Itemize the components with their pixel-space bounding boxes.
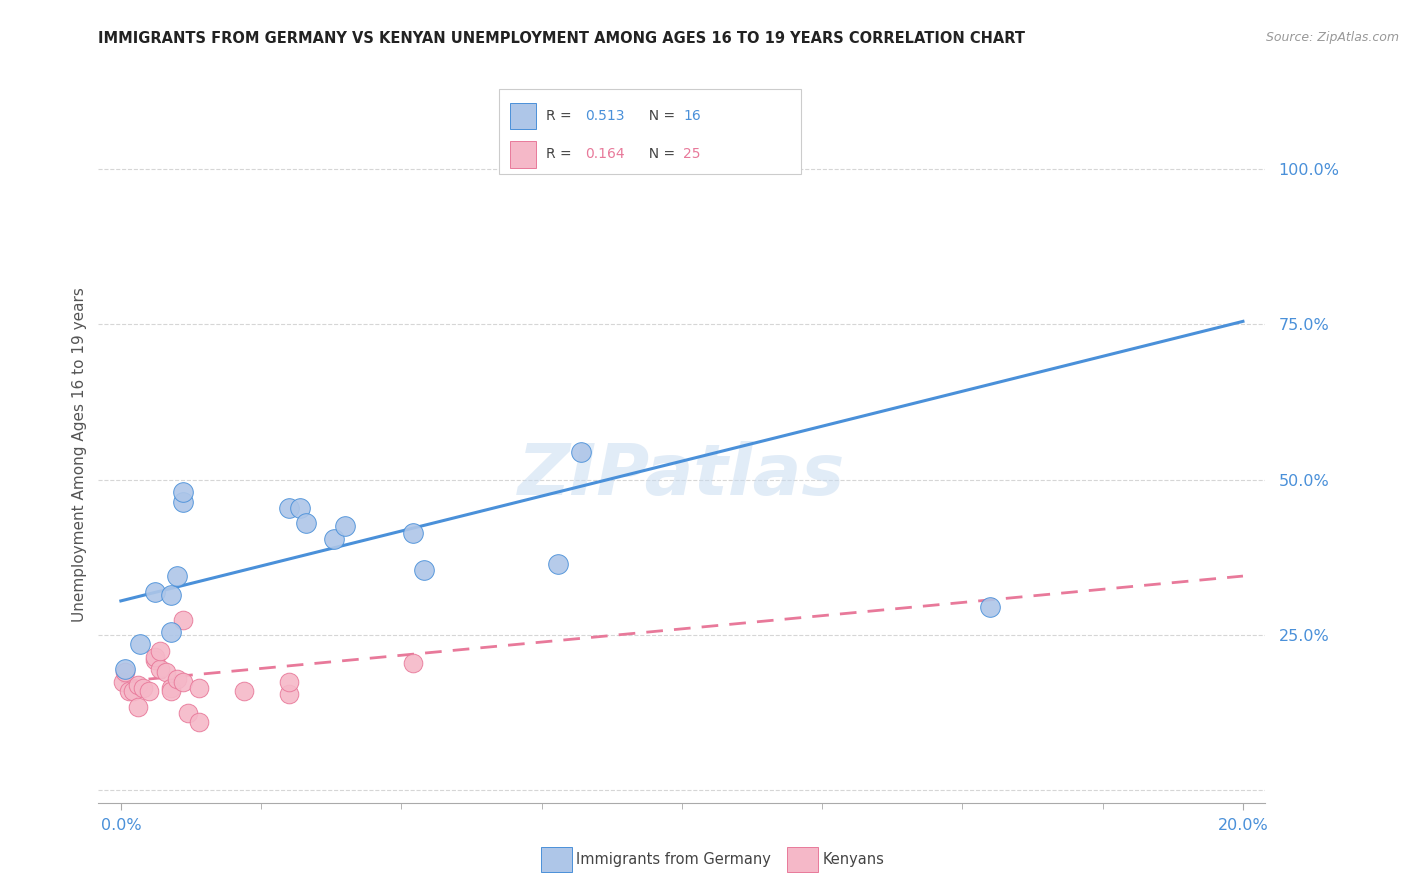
Point [547, 557, 569, 571]
Point [122, 684, 145, 698]
Text: 16: 16 [683, 109, 702, 123]
Point [138, 684, 160, 698]
Point [149, 643, 172, 657]
Text: 0.164: 0.164 [585, 147, 624, 161]
Point [160, 681, 183, 695]
Point [979, 600, 1001, 615]
Point [166, 672, 188, 686]
Point [160, 588, 183, 602]
Point [111, 674, 134, 689]
Point [335, 519, 357, 533]
Point [160, 684, 183, 698]
Point [278, 674, 301, 689]
Point [295, 516, 318, 531]
Point [143, 584, 166, 599]
Text: R =: R = [546, 109, 575, 123]
Point [127, 678, 149, 692]
Point [290, 500, 312, 515]
Point [143, 649, 166, 664]
Text: 0.513: 0.513 [585, 109, 624, 123]
Point [569, 445, 592, 459]
Text: Immigrants from Germany: Immigrants from Germany [576, 853, 772, 867]
Text: 25: 25 [683, 147, 700, 161]
Point [172, 494, 194, 508]
Point [114, 662, 136, 676]
Text: IMMIGRANTS FROM GERMANY VS KENYAN UNEMPLOYMENT AMONG AGES 16 TO 19 YEARS CORRELA: IMMIGRANTS FROM GERMANY VS KENYAN UNEMPL… [98, 31, 1025, 46]
Point [160, 624, 183, 639]
Point [177, 706, 200, 720]
Point [401, 656, 423, 670]
Point [127, 699, 149, 714]
Point [114, 665, 136, 680]
Text: R =: R = [546, 147, 575, 161]
Point [172, 485, 194, 500]
Text: Source: ZipAtlas.com: Source: ZipAtlas.com [1265, 31, 1399, 45]
Point [118, 684, 141, 698]
Point [278, 500, 301, 515]
Point [155, 665, 177, 680]
Point [129, 637, 152, 651]
Point [188, 714, 211, 729]
Text: N =: N = [640, 109, 679, 123]
Point [188, 681, 211, 695]
Point [172, 674, 194, 689]
Point [143, 653, 166, 667]
Text: ZIPatlas: ZIPatlas [519, 442, 845, 510]
Point [132, 681, 155, 695]
Point [278, 687, 301, 701]
Point [166, 569, 188, 583]
Text: Kenyans: Kenyans [823, 853, 884, 867]
Text: N =: N = [640, 147, 679, 161]
Point [172, 613, 194, 627]
Y-axis label: Unemployment Among Ages 16 to 19 years: Unemployment Among Ages 16 to 19 years [72, 287, 87, 623]
Point [412, 563, 434, 577]
Point [323, 532, 346, 546]
Point [149, 662, 172, 676]
Point [233, 684, 256, 698]
Point [401, 525, 423, 540]
